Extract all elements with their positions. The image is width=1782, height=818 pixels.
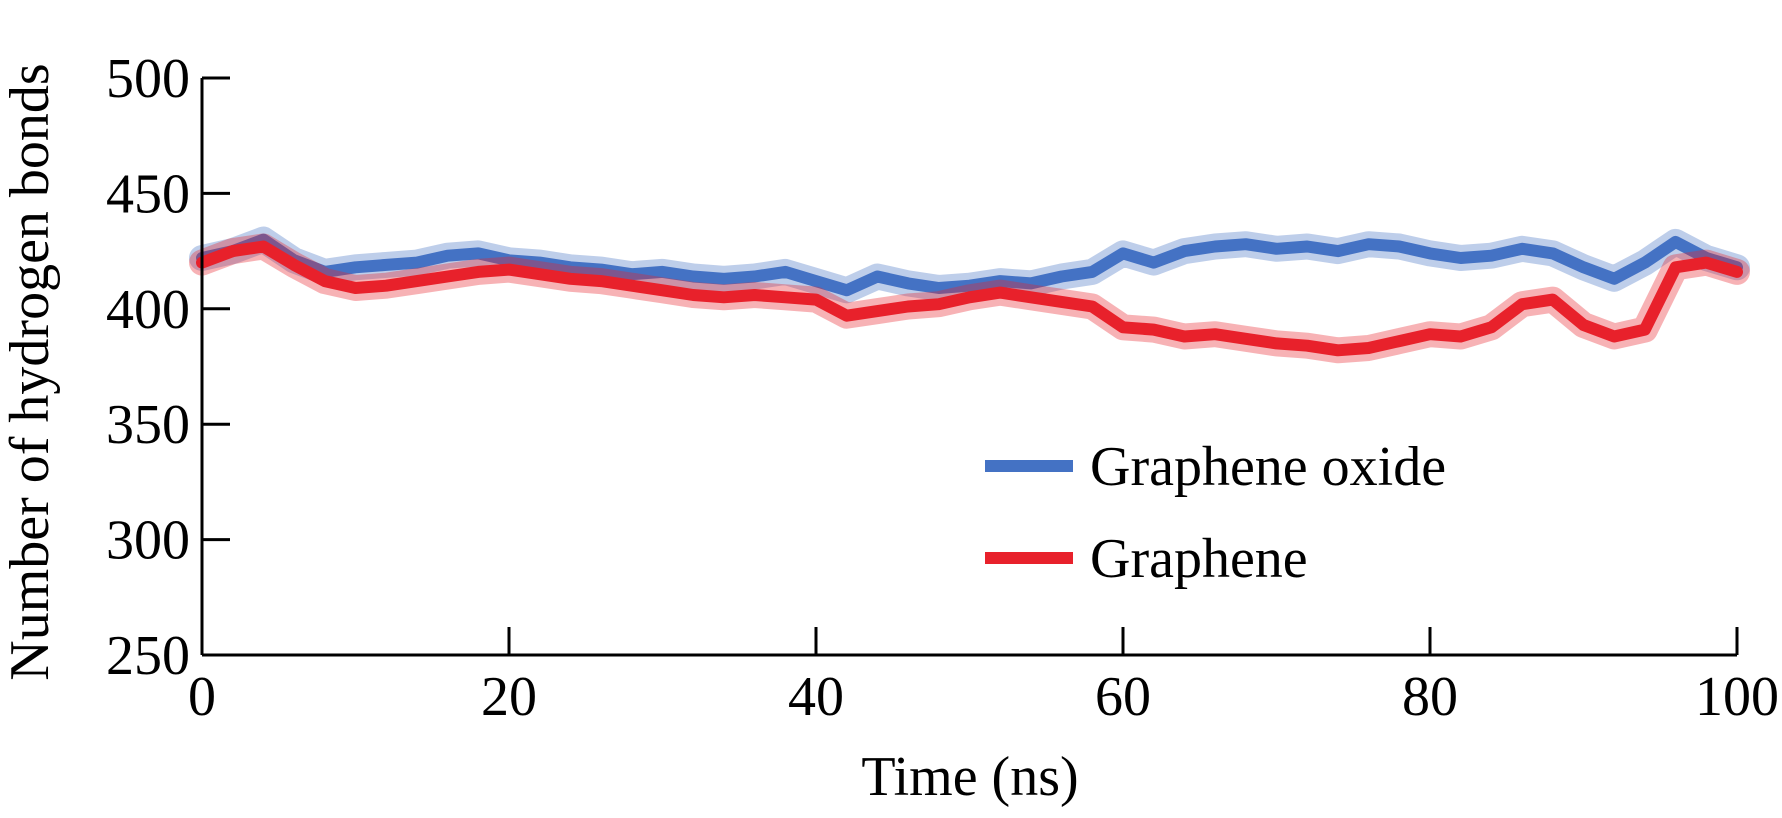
legend: Graphene oxide Graphene [985,436,1446,590]
y-tick-label: 350 [106,394,190,456]
plot-area [189,226,1750,364]
x-tick-label: 20 [481,666,537,728]
x-tick-label: 40 [788,666,844,728]
y-tick-label: 500 [106,48,190,110]
legend-label-graphene: Graphene [1090,528,1308,590]
legend-label-graphene-oxide: Graphene oxide [1090,436,1446,498]
y-tick-label: 450 [106,163,190,225]
y-tick-label: 250 [106,625,190,687]
y-axis-title: Number of hydrogen bonds [0,63,61,680]
x-axis-title: Time (ns) [861,746,1078,808]
y-tick-label: 300 [106,510,190,572]
y-tick-label: 400 [106,279,190,341]
x-tick-label: 60 [1095,666,1151,728]
axes: 250 300 350 400 450 500 0 20 40 60 80 100 [106,48,1779,728]
x-tick-label: 0 [188,666,216,728]
series-line-graphene-oxide [196,233,1743,297]
x-tick-label: 80 [1402,666,1458,728]
x-tick-label: 100 [1695,666,1779,728]
series-line-graphene [196,240,1743,357]
